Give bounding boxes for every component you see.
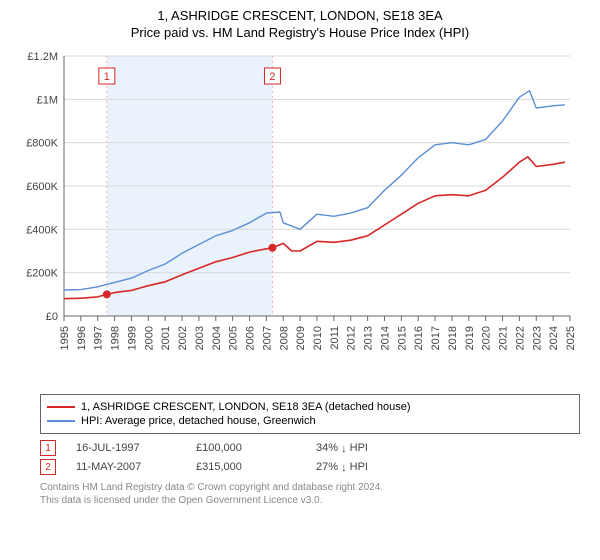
svg-text:2009: 2009 (295, 326, 307, 350)
svg-text:2022: 2022 (514, 326, 526, 350)
svg-text:2005: 2005 (228, 326, 240, 350)
svg-text:2012: 2012 (346, 326, 358, 350)
svg-text:2018: 2018 (447, 326, 459, 350)
svg-text:2006: 2006 (245, 326, 257, 350)
svg-text:2000: 2000 (143, 326, 155, 350)
svg-text:£200K: £200K (26, 268, 58, 280)
svg-text:£0: £0 (46, 311, 58, 323)
legend: 1, ASHRIDGE CRESCENT, LONDON, SE18 3EA (… (40, 394, 580, 434)
legend-item: HPI: Average price, detached house, Gree… (47, 415, 573, 427)
svg-text:2004: 2004 (211, 326, 223, 350)
svg-text:£1M: £1M (37, 94, 58, 106)
sale-row: 1 16-JUL-1997£100,00034% ↓ HPI (40, 440, 580, 456)
sale-marker-box: 1 (40, 440, 56, 456)
sale-vs-hpi: 34% ↓ HPI (316, 442, 368, 454)
svg-text:£800K: £800K (26, 138, 58, 150)
svg-text:1997: 1997 (93, 326, 105, 350)
svg-text:1996: 1996 (76, 326, 88, 350)
svg-text:2023: 2023 (531, 326, 543, 350)
svg-text:2011: 2011 (329, 326, 341, 350)
legend-label: 1, ASHRIDGE CRESCENT, LONDON, SE18 3EA (… (81, 401, 411, 413)
svg-text:£1.2M: £1.2M (27, 51, 58, 63)
footnote-line: This data is licensed under the Open Gov… (40, 494, 580, 507)
legend-item: 1, ASHRIDGE CRESCENT, LONDON, SE18 3EA (… (47, 401, 573, 413)
subtitle: Price paid vs. HM Land Registry's House … (0, 25, 600, 40)
sale-marker-box: 2 (40, 459, 56, 475)
title: 1, ASHRIDGE CRESCENT, LONDON, SE18 3EA (0, 8, 600, 23)
chart-container: 1, ASHRIDGE CRESCENT, LONDON, SE18 3EA P… (0, 8, 600, 507)
sale-row: 2 11-MAY-2007£315,00027% ↓ HPI (40, 459, 580, 475)
sale-price: £315,000 (196, 461, 316, 473)
sale-price: £100,000 (196, 442, 316, 454)
svg-text:2010: 2010 (312, 326, 324, 350)
svg-text:2001: 2001 (160, 326, 172, 350)
sale-vs-hpi: 27% ↓ HPI (316, 461, 368, 473)
legend-swatch (47, 406, 75, 408)
svg-text:1998: 1998 (110, 326, 122, 350)
svg-text:2021: 2021 (498, 326, 510, 350)
svg-text:2017: 2017 (430, 326, 442, 350)
chart-area: £0 £200K £400K £600K £800K £1M £1.2M 1995 1996 19… (20, 46, 580, 386)
svg-text:2008: 2008 (278, 326, 290, 350)
svg-text:1: 1 (104, 71, 110, 83)
legend-swatch (47, 420, 75, 422)
legend-label: HPI: Average price, detached house, Gree… (81, 415, 316, 427)
svg-text:2014: 2014 (379, 326, 391, 350)
svg-text:2007: 2007 (261, 326, 273, 350)
svg-text:2: 2 (269, 71, 275, 83)
sale-date: 16-JUL-1997 (76, 442, 196, 454)
svg-text:1995: 1995 (59, 326, 71, 350)
svg-text:£400K: £400K (26, 224, 58, 236)
sales-table: 1 16-JUL-1997£100,00034% ↓ HPI 2 11-MAY-200… (40, 440, 580, 475)
svg-text:2016: 2016 (413, 326, 425, 350)
svg-text:2015: 2015 (396, 326, 408, 350)
footnote-line: Contains HM Land Registry data © Crown c… (40, 481, 580, 494)
svg-text:£600K: £600K (26, 181, 58, 193)
price-chart: £0 £200K £400K £600K £800K £1M £1.2M 1995 1996 19… (20, 46, 580, 386)
svg-text:2002: 2002 (177, 326, 189, 350)
svg-text:2019: 2019 (464, 326, 476, 350)
footnote: Contains HM Land Registry data © Crown c… (40, 481, 580, 507)
sale-date: 11-MAY-2007 (76, 461, 196, 473)
svg-text:2020: 2020 (481, 326, 493, 350)
svg-text:2024: 2024 (548, 326, 560, 350)
svg-text:2003: 2003 (194, 326, 206, 350)
svg-text:1999: 1999 (126, 326, 138, 350)
svg-text:2013: 2013 (363, 326, 375, 350)
svg-text:2025: 2025 (565, 326, 577, 350)
